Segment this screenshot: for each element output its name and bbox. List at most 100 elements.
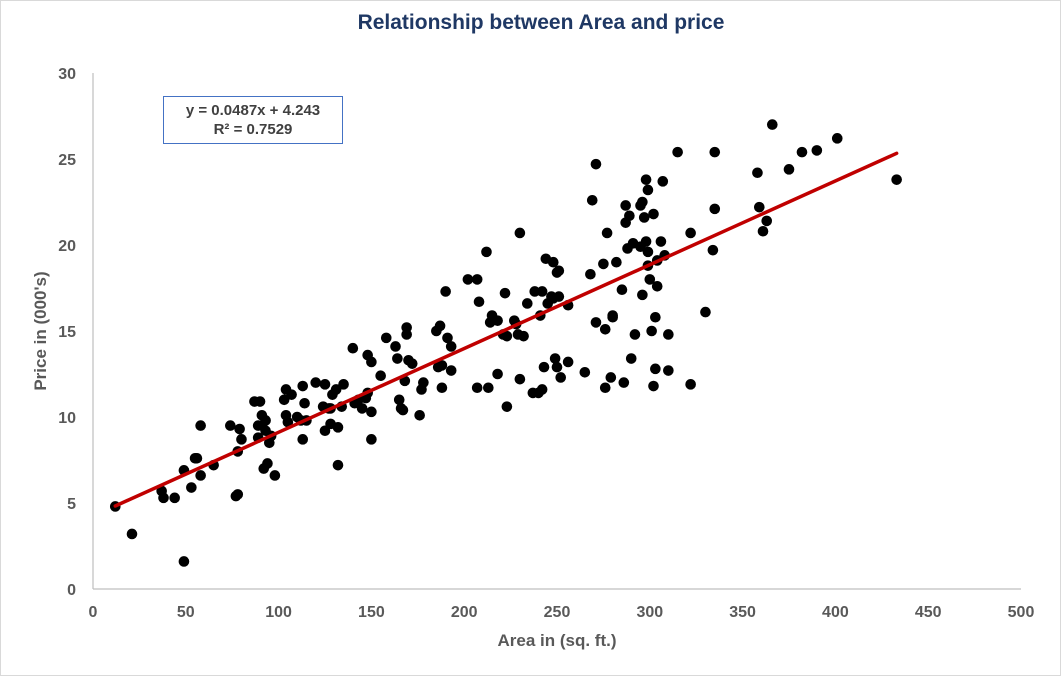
y-tick-label: 0 [67, 582, 76, 599]
data-point [757, 225, 769, 237]
data-point [191, 452, 203, 464]
data-point [492, 315, 503, 326]
data-point [442, 332, 453, 344]
data-point [648, 380, 659, 392]
data-point [501, 330, 513, 342]
data-point [278, 394, 290, 406]
data-point [169, 492, 180, 504]
data-point [618, 377, 630, 388]
data-point [891, 174, 902, 185]
data-point [338, 379, 349, 390]
data-point [269, 470, 281, 481]
data-point [434, 320, 446, 332]
data-point [375, 370, 386, 382]
data-point [655, 236, 667, 247]
data-point [650, 311, 661, 323]
data-point [700, 306, 711, 318]
data-point [796, 146, 808, 158]
data-point [483, 382, 494, 394]
data-point [514, 227, 526, 239]
data-point [366, 406, 377, 418]
data-point [709, 203, 721, 215]
data-point [397, 404, 409, 416]
data-point [549, 353, 561, 364]
data-point [234, 423, 245, 435]
data-point [766, 119, 778, 130]
x-tick-label: 450 [915, 604, 942, 621]
y-tick-label: 15 [58, 324, 76, 341]
chart-title: Relationship between Area and price [358, 11, 725, 34]
data-point [481, 246, 492, 258]
data-point [393, 394, 405, 406]
x-tick-label: 350 [729, 604, 756, 621]
data-point [471, 382, 483, 394]
x-tick-label: 200 [451, 604, 478, 621]
data-point [586, 194, 598, 206]
data-point [445, 341, 457, 352]
data-point [522, 298, 533, 309]
x-tick-label: 50 [177, 604, 195, 621]
data-point [236, 434, 247, 445]
data-point [514, 373, 526, 385]
data-point [707, 244, 719, 256]
data-point [638, 212, 650, 223]
x-tick-label: 500 [1008, 604, 1035, 621]
data-point [126, 528, 138, 540]
data-point [657, 176, 669, 187]
y-axis-ticks: 0 5 10 15 20 25 30 [58, 66, 76, 599]
data-point [473, 296, 485, 308]
data-point [754, 201, 765, 213]
data-point [380, 332, 392, 344]
data-point [637, 196, 648, 208]
data-point [347, 342, 359, 354]
data-point [392, 353, 403, 364]
data-point [640, 174, 652, 185]
data-point [547, 256, 559, 268]
y-axis-title: Price in (000's) [31, 271, 50, 390]
data-point [553, 265, 565, 277]
data-point [297, 380, 309, 392]
data-point [629, 329, 641, 340]
data-point [811, 145, 823, 156]
y-tick-label: 20 [58, 238, 76, 255]
data-point [536, 384, 548, 395]
data-point [637, 289, 648, 301]
data-point [406, 358, 418, 369]
data-point [607, 311, 618, 323]
data-point [625, 353, 637, 364]
data-point [551, 361, 563, 373]
data-point [642, 184, 654, 196]
data-point [286, 389, 297, 400]
data-point [831, 133, 843, 144]
data-point [319, 379, 331, 390]
data-point [332, 459, 344, 471]
data-point [436, 360, 448, 371]
data-point [590, 158, 602, 170]
data-point [390, 341, 401, 352]
x-axis-ticks: 0 50 100 150 200 250 300 350 400 450 500 [89, 604, 1035, 621]
data-point [553, 291, 565, 302]
data-point [366, 434, 377, 445]
data-point [297, 434, 309, 445]
data-point [585, 268, 596, 280]
data-point [601, 227, 613, 239]
data-point [651, 280, 663, 292]
data-point [685, 379, 696, 390]
x-tick-label: 400 [822, 604, 849, 621]
data-point [158, 492, 169, 504]
x-tick-label: 300 [636, 604, 663, 621]
data-point [648, 208, 659, 220]
x-axis-title: Area in (sq. ft.) [497, 631, 616, 650]
data-point [254, 396, 266, 407]
data-point [518, 330, 529, 342]
data-point [663, 329, 674, 340]
data-point [462, 274, 474, 285]
data-point [590, 317, 602, 328]
trendline-r-squared: R² = 0.7529 [213, 121, 293, 138]
data-point [492, 368, 503, 380]
data-point [783, 164, 795, 175]
data-point [752, 167, 763, 179]
data-point [761, 215, 773, 227]
data-point [195, 420, 206, 431]
